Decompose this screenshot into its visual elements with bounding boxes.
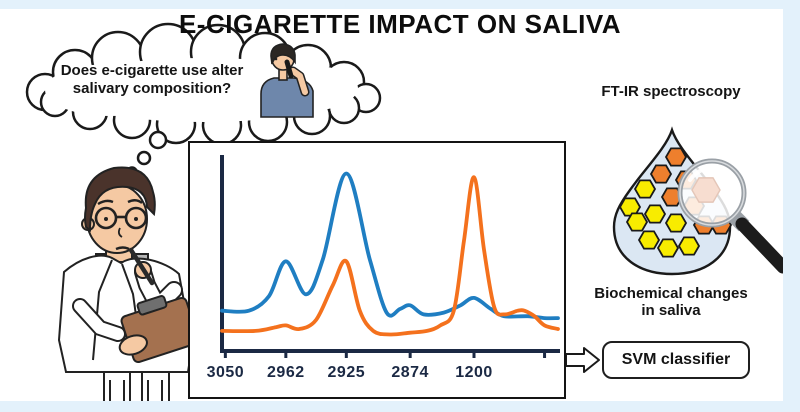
- finding-line1: Biochemical changes: [594, 285, 748, 302]
- spectrum-line-orange-spectrum: [220, 175, 560, 337]
- svm-classifier-box: SVM classifier: [602, 341, 750, 379]
- spectra-plot: 3050 2962 2925 2874 1200: [207, 155, 560, 381]
- flow-arrow-icon: [565, 347, 600, 373]
- x-tick-label: 2874: [391, 364, 429, 381]
- finding-line2: in saliva: [641, 302, 701, 319]
- scientist-icon: [57, 166, 200, 412]
- svm-classifier-label: SVM classifier: [621, 351, 731, 368]
- page-title: E-CIGARETTE IMPACT ON SALIVA: [178, 9, 622, 39]
- thought-bubble-text: Does e-cigarette use alter salivary comp…: [52, 62, 252, 98]
- frame-strip-bottom: [0, 401, 800, 412]
- thought-bubble-line1: Does e-cigarette use alter: [60, 62, 244, 79]
- magnifier-icon: [677, 158, 790, 274]
- thought-tail-bubble: [136, 150, 152, 166]
- spectra-chart-panel: 3050 2962 2925 2874 1200: [188, 141, 566, 399]
- x-tick-label: 3050: [207, 364, 245, 381]
- finding-label: Biochemical changes in saliva: [583, 285, 759, 319]
- frame-strip-right: [783, 0, 800, 412]
- x-tick-label: 2962: [267, 364, 305, 381]
- thought-bubble-line2: salivary composition?: [72, 80, 232, 97]
- x-tick-label: 1200: [455, 364, 493, 381]
- frame-strip-top: [0, 0, 800, 9]
- thought-tail-bubble: [148, 130, 168, 150]
- method-label: FT-IR spectroscopy: [601, 83, 741, 100]
- spectrum-line-blue-spectrum: [220, 171, 560, 321]
- x-tick-label: 2925: [328, 364, 366, 381]
- vaping-person-icon: [260, 43, 314, 118]
